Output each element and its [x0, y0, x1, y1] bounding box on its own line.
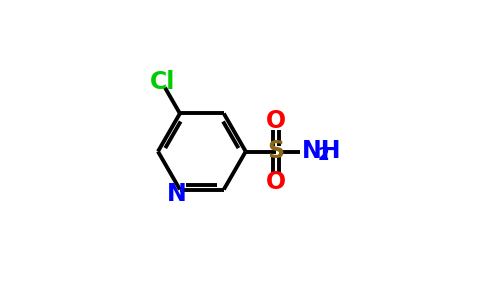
Text: O: O — [266, 110, 286, 134]
Text: 2: 2 — [318, 146, 330, 164]
Text: N: N — [167, 182, 187, 206]
Text: Cl: Cl — [150, 70, 175, 94]
Text: S: S — [267, 140, 284, 164]
Text: NH: NH — [302, 139, 341, 163]
Text: O: O — [266, 169, 286, 194]
